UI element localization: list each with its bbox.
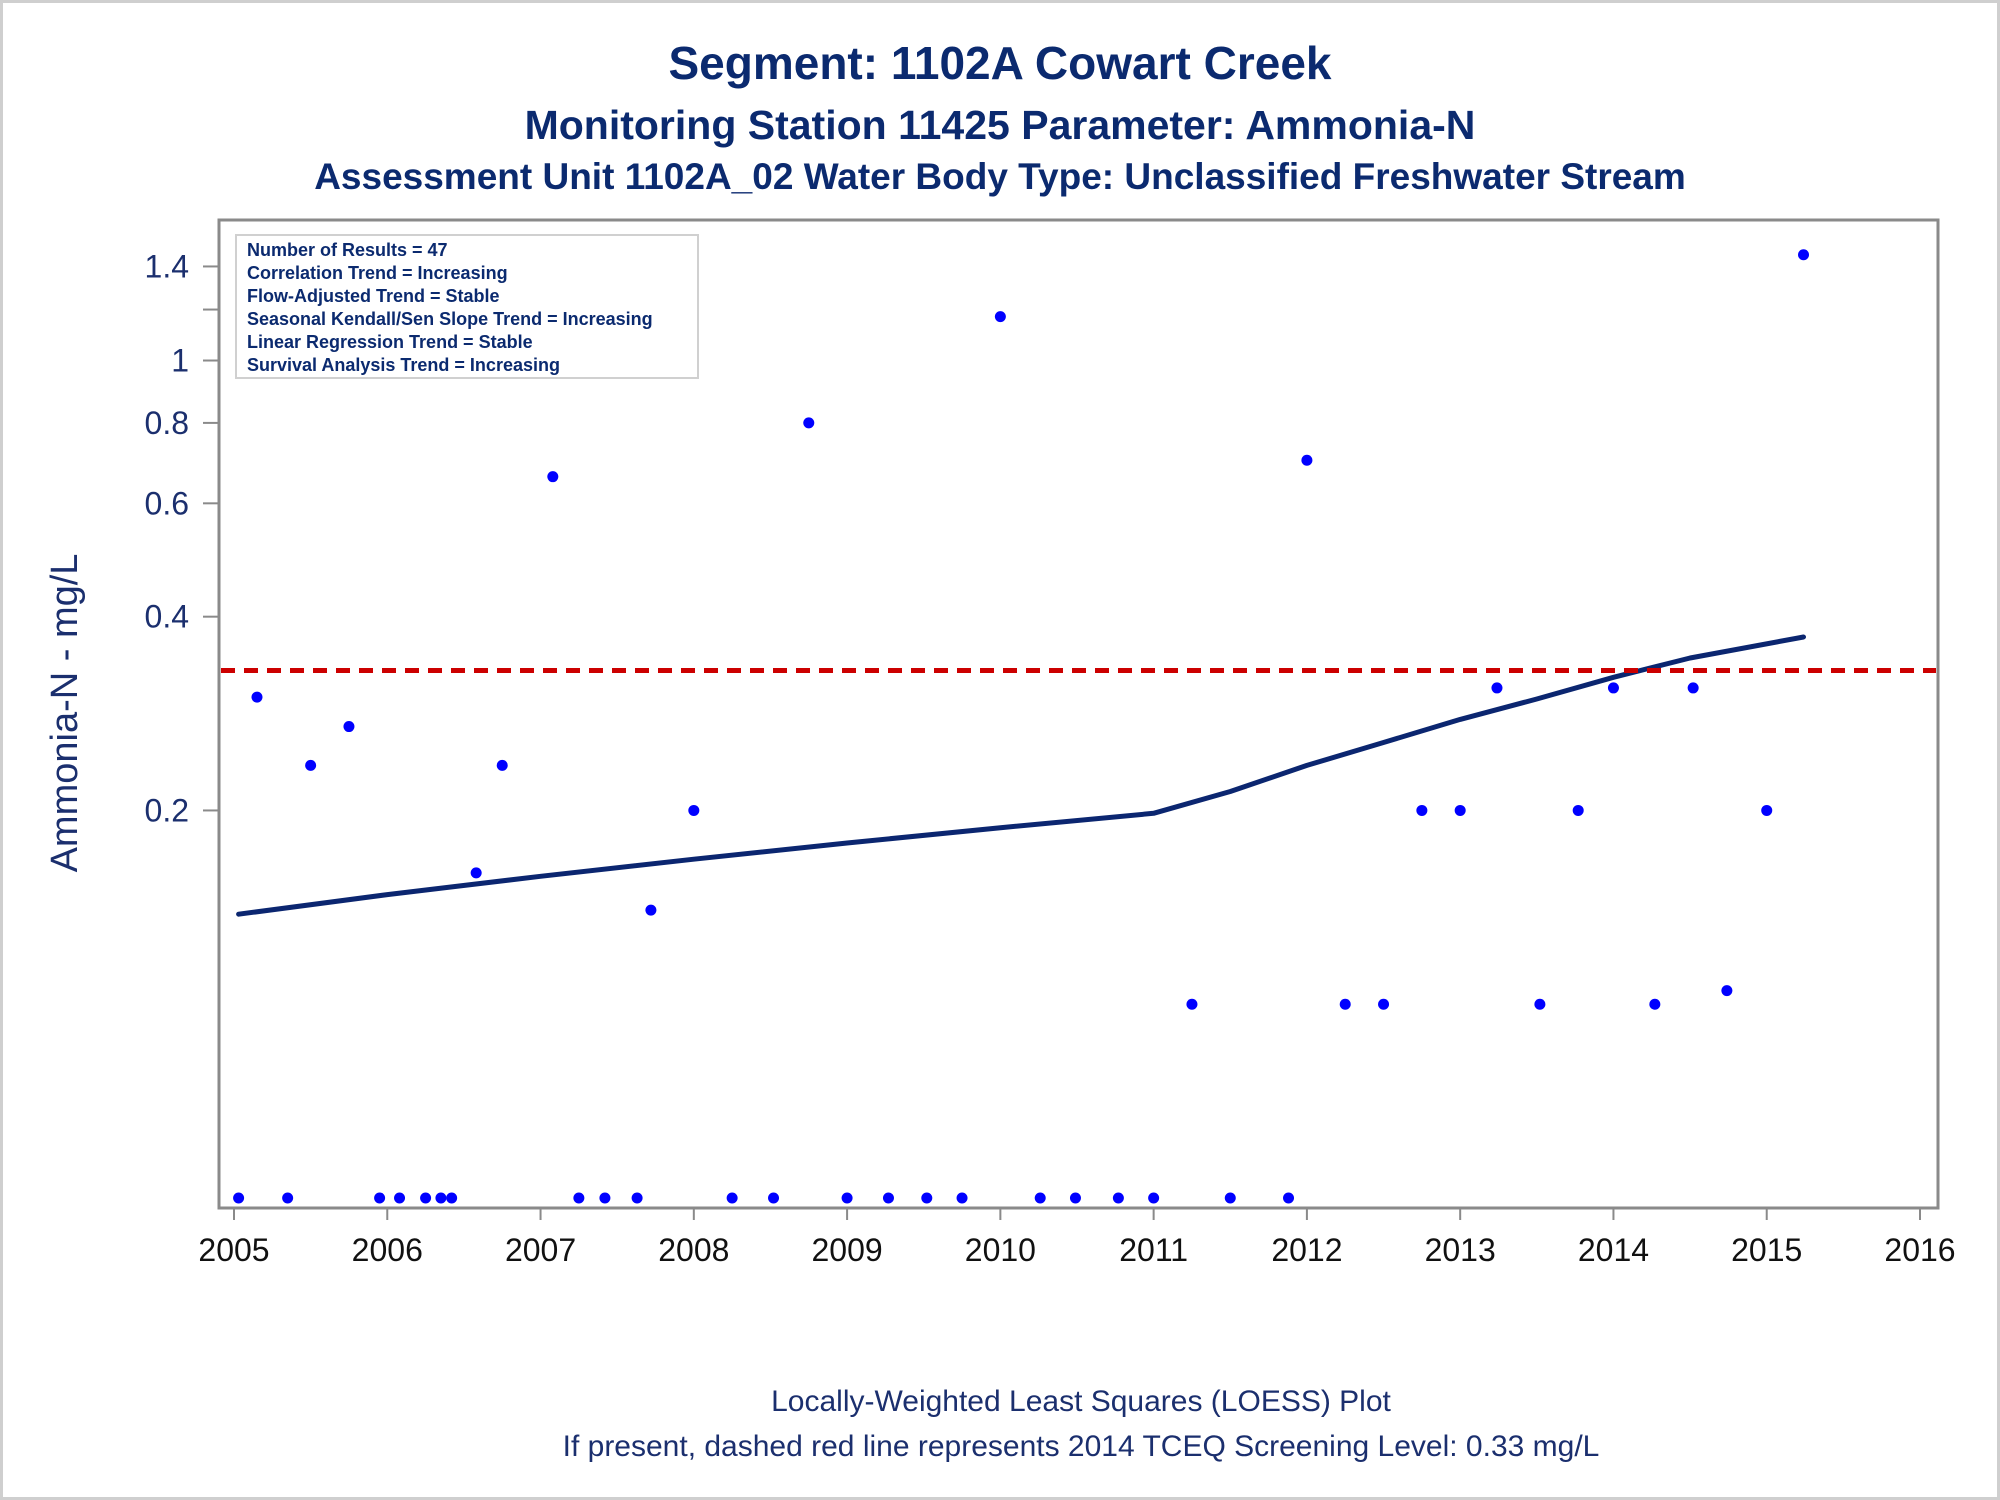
footnote-screening-level: If present, dashed red line represents 2… — [563, 1430, 1600, 1463]
legend-frame — [235, 234, 699, 379]
data-point — [305, 759, 317, 771]
data-point — [1339, 998, 1351, 1010]
x-tick-label: 2006 — [352, 1232, 423, 1268]
data-point — [343, 721, 355, 733]
data-point — [1034, 1192, 1046, 1204]
data-point — [688, 804, 700, 816]
x-tick-label: 2016 — [1884, 1232, 1955, 1268]
legend-line-flow-adjusted: Flow-Adjusted Trend = Stable — [247, 286, 500, 306]
data-point — [956, 1192, 968, 1204]
chart-subtitle-2: Assessment Unit 1102A_02 Water Body Type… — [314, 156, 1686, 197]
footnote-loess: Locally-Weighted Least Squares (LOESS) P… — [771, 1385, 1391, 1418]
x-tick-label: 2005 — [198, 1232, 269, 1268]
data-point — [803, 417, 815, 429]
data-point — [233, 1192, 245, 1204]
x-tick-label: 2009 — [811, 1232, 882, 1268]
data-point — [1112, 1192, 1124, 1204]
data-point — [1607, 682, 1619, 694]
data-point — [599, 1192, 611, 1204]
y-tick-label: 0.8 — [145, 405, 189, 441]
data-point — [282, 1192, 294, 1204]
data-point — [1301, 454, 1313, 466]
data-point — [420, 1192, 432, 1204]
data-point — [1721, 985, 1733, 997]
data-point — [1454, 804, 1466, 816]
data-point — [1186, 998, 1198, 1010]
data-point — [726, 1192, 738, 1204]
y-tick-label: 1 — [171, 343, 189, 379]
x-axis: 2005 2006 2007 2008 2009 2010 2011 2012 2013 2014… — [198, 1208, 1956, 1268]
x-tick-label: 2012 — [1271, 1232, 1342, 1268]
chart-subtitle: Monitoring Station 11425 Parameter: Ammo… — [525, 102, 1476, 148]
data-point — [251, 691, 263, 703]
loess-trend-line — [236, 634, 1806, 917]
data-point — [1798, 249, 1810, 261]
plot-area — [217, 218, 1940, 1210]
data-point — [394, 1192, 406, 1204]
y-tick-label: 0.4 — [145, 599, 189, 635]
legend-line-results: Number of Results = 47 — [247, 240, 448, 260]
y-tick-label: 0.2 — [145, 792, 189, 828]
data-point — [1687, 682, 1699, 694]
data-point — [1069, 1192, 1081, 1204]
legend-line-linear-regression: Linear Regression Trend = Stable — [247, 332, 533, 352]
y-tick-label: 0.6 — [145, 485, 189, 521]
data-point — [435, 1192, 447, 1204]
data-point — [768, 1192, 780, 1204]
legend-line-seasonal-kendall: Seasonal Kendall/Sen Slope Trend = Incre… — [247, 309, 653, 329]
y-tick-label: 1.4 — [145, 248, 189, 284]
data-point — [1649, 998, 1661, 1010]
points-layer — [233, 249, 1810, 1204]
x-tick-label: 2007 — [505, 1232, 576, 1268]
data-point — [841, 1192, 853, 1204]
y-axis-label: Ammonia-N - mg/L — [44, 554, 86, 873]
x-tick-label: 2011 — [1119, 1232, 1188, 1268]
data-point — [631, 1192, 643, 1204]
data-point — [1148, 1192, 1160, 1204]
data-point — [1224, 1192, 1236, 1204]
y-axis: 0.2 0.4 0.6 0.8 1 1.4 — [145, 248, 219, 828]
data-point — [547, 471, 559, 483]
data-point — [1378, 998, 1390, 1010]
x-tick-label: 2015 — [1731, 1232, 1802, 1268]
data-point — [1534, 998, 1546, 1010]
data-point — [1761, 804, 1773, 816]
data-point — [921, 1192, 933, 1204]
data-point — [882, 1192, 894, 1204]
data-point — [470, 867, 482, 879]
data-point — [374, 1192, 386, 1204]
legend-line-survival-analysis: Survival Analysis Trend = Increasing — [247, 355, 560, 375]
legend-line-correlation: Correlation Trend = Increasing — [247, 263, 508, 283]
series-layer — [221, 634, 1936, 917]
data-point — [1491, 682, 1503, 694]
data-point — [645, 904, 657, 916]
chart-title: Segment: 1102A Cowart Creek — [668, 37, 1331, 89]
legend-box: Number of Results = 47 Correlation Trend… — [235, 234, 699, 379]
data-point — [994, 311, 1006, 323]
x-tick-label: 2010 — [965, 1232, 1036, 1268]
data-point — [496, 759, 508, 771]
data-point — [1283, 1192, 1295, 1204]
data-point — [1416, 804, 1428, 816]
x-tick-label: 2014 — [1578, 1232, 1649, 1268]
x-tick-label: 2008 — [658, 1232, 729, 1268]
data-point — [446, 1192, 458, 1204]
x-tick-label: 2013 — [1425, 1232, 1496, 1268]
data-point — [1572, 804, 1584, 816]
data-point — [573, 1192, 585, 1204]
